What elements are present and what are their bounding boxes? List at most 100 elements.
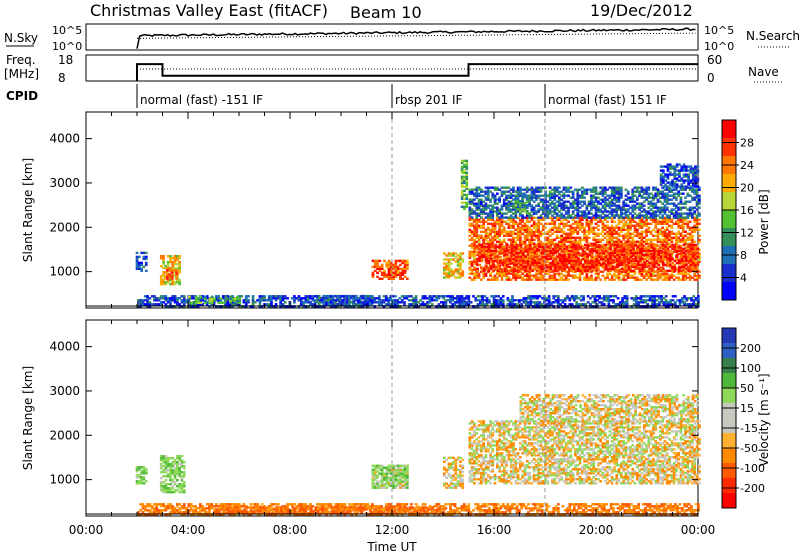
heatmap-cell <box>641 244 644 246</box>
heatmap-cell <box>508 223 511 225</box>
heatmap-cell <box>534 260 537 262</box>
heatmap-cell <box>473 210 476 212</box>
heatmap-cell <box>334 299 337 301</box>
heatmap-cell <box>478 219 481 221</box>
heatmap-cell <box>259 295 262 297</box>
heatmap-cell <box>511 244 514 246</box>
heatmap-cell <box>669 250 672 252</box>
heatmap-cell <box>501 187 504 189</box>
heatmap-cell <box>524 262 527 264</box>
heatmap-cell <box>515 244 518 246</box>
heatmap-cell <box>531 214 534 216</box>
heatmap-cell <box>540 199 543 201</box>
heatmap-cell <box>553 239 556 241</box>
heatmap-cell <box>491 277 494 279</box>
heatmap-cell <box>641 217 644 219</box>
heatmap-cell <box>531 275 534 277</box>
heatmap-cell <box>680 225 683 227</box>
heatmap-cell <box>162 267 165 269</box>
heatmap-cell <box>531 217 534 219</box>
heatmap-cell <box>300 297 303 299</box>
heatmap-cell <box>625 270 628 272</box>
heatmap-cell <box>355 303 358 305</box>
nsky-strip: N.Sky 10^5 10^0 10^5 10^0 N.Search <box>4 24 800 53</box>
heatmap-cell <box>687 201 690 203</box>
heatmap-cell <box>547 223 550 225</box>
heatmap-cell <box>682 216 685 218</box>
heatmap-cell <box>558 191 561 193</box>
heatmap-cell <box>615 225 618 227</box>
nsearch-tick-low: 10^0 <box>704 40 734 53</box>
heatmap-cell <box>542 275 545 277</box>
heatmap-cell <box>636 203 639 205</box>
heatmap-cell <box>600 252 603 254</box>
heatmap-cell <box>650 193 653 195</box>
heatmap-cell <box>488 268 491 270</box>
heatmap-cell <box>480 279 483 281</box>
heatmap-cell <box>668 214 671 216</box>
heatmap-cell <box>615 237 618 239</box>
heatmap-cell <box>583 210 586 212</box>
heatmap-cell <box>680 197 683 199</box>
heatmap-cell <box>648 256 651 258</box>
heatmap-cell <box>519 214 522 216</box>
heatmap-cell <box>166 269 169 271</box>
heatmap-cell <box>651 268 654 270</box>
heatmap-cell <box>682 193 685 195</box>
heatmap-cell <box>508 256 511 258</box>
heatmap-cell <box>664 189 667 191</box>
heatmap-cell <box>558 187 561 189</box>
heatmap-cell <box>499 260 502 262</box>
heatmap-cell <box>654 193 657 195</box>
heatmap-cell <box>650 201 653 203</box>
heatmap-cell <box>622 201 625 203</box>
heatmap-cell <box>666 273 669 275</box>
heatmap-cell <box>536 244 539 246</box>
heatmap-cell <box>348 295 351 297</box>
heatmap-cell <box>552 270 555 272</box>
heatmap-cell <box>506 258 509 260</box>
heatmap-cell <box>597 229 600 231</box>
heatmap-cell <box>574 221 577 223</box>
heatmap-cell <box>625 199 628 201</box>
heatmap-cell <box>379 278 382 280</box>
heatmap-cell <box>404 276 407 278</box>
heatmap-cell <box>618 246 621 248</box>
heatmap-cell <box>475 251 478 253</box>
heatmap-cell <box>659 229 662 231</box>
heatmap-cell <box>634 235 637 237</box>
heatmap-cell <box>452 270 455 272</box>
heatmap-cell <box>632 246 635 248</box>
heatmap-cell <box>677 203 680 205</box>
heatmap-cell <box>492 254 495 256</box>
heatmap-cell <box>545 264 548 266</box>
heatmap-cell <box>383 270 386 272</box>
heatmap-cell <box>674 244 677 246</box>
heatmap-cell <box>630 256 633 258</box>
heatmap-cell <box>586 273 589 275</box>
heatmap-cell <box>372 272 375 274</box>
heatmap-cell <box>521 277 524 279</box>
heatmap-cell <box>683 248 686 250</box>
heatmap-cell <box>677 237 680 239</box>
heatmap-cell <box>501 205 504 207</box>
heatmap-cell <box>662 165 665 167</box>
heatmap-cell <box>661 279 664 281</box>
heatmap-cell <box>485 216 488 218</box>
heatmap-cell <box>669 181 672 183</box>
heatmap-cell <box>671 266 674 268</box>
heatmap-cell <box>302 297 305 299</box>
heatmap-cell <box>660 244 663 246</box>
heatmap-cell <box>401 260 404 262</box>
heatmap-cell <box>549 191 552 193</box>
heatmap-cell <box>664 264 667 266</box>
heatmap-cell <box>397 260 400 262</box>
heatmap-cell <box>595 227 598 229</box>
heatmap-cell <box>485 246 488 248</box>
heatmap-cell <box>485 266 488 268</box>
heatmap-cell <box>528 239 531 241</box>
heatmap-cell <box>542 199 545 201</box>
heatmap-cell <box>630 270 633 272</box>
heatmap-cell <box>549 217 552 219</box>
heatmap-cell <box>696 214 699 216</box>
